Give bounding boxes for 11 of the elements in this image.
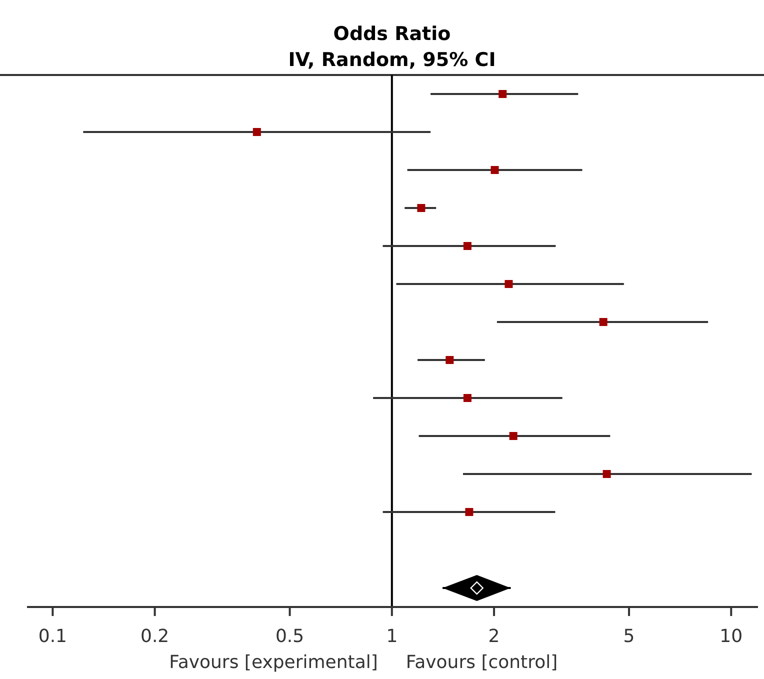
x-tick-label: 0.1 — [38, 626, 68, 647]
x-tick-label: 0.2 — [140, 626, 170, 647]
x-tick-label: 2 — [488, 626, 500, 647]
x-tick-label: 0.5 — [275, 626, 304, 647]
text: Favours [control] — [406, 652, 558, 673]
chart-subtitle: IV, Random, 95% CI — [288, 49, 496, 71]
text: Favours [experimental] — [169, 652, 378, 673]
x-tick-label: 5 — [623, 626, 635, 647]
x-tick-label: 1 — [386, 626, 398, 647]
x-tick-label: 10 — [720, 626, 743, 647]
chart-title: Odds Ratio — [333, 23, 451, 45]
